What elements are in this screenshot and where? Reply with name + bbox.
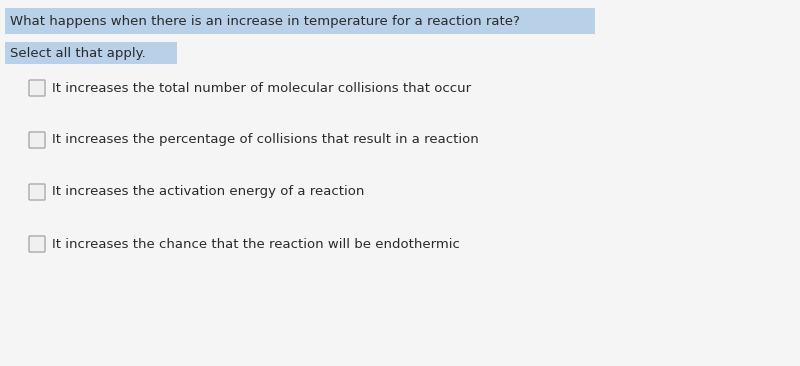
Text: It increases the chance that the reaction will be endothermic: It increases the chance that the reactio… xyxy=(52,238,460,250)
Text: What happens when there is an increase in temperature for a reaction rate?: What happens when there is an increase i… xyxy=(10,15,520,27)
Bar xyxy=(5,42,177,64)
FancyBboxPatch shape xyxy=(29,80,45,96)
FancyBboxPatch shape xyxy=(29,184,45,200)
Text: It increases the total number of molecular collisions that occur: It increases the total number of molecul… xyxy=(52,82,471,94)
FancyBboxPatch shape xyxy=(29,236,45,252)
Bar xyxy=(5,8,595,34)
Text: Select all that apply.: Select all that apply. xyxy=(10,46,146,60)
Text: It increases the activation energy of a reaction: It increases the activation energy of a … xyxy=(52,186,364,198)
FancyBboxPatch shape xyxy=(29,132,45,148)
Text: It increases the percentage of collisions that result in a reaction: It increases the percentage of collision… xyxy=(52,134,478,146)
